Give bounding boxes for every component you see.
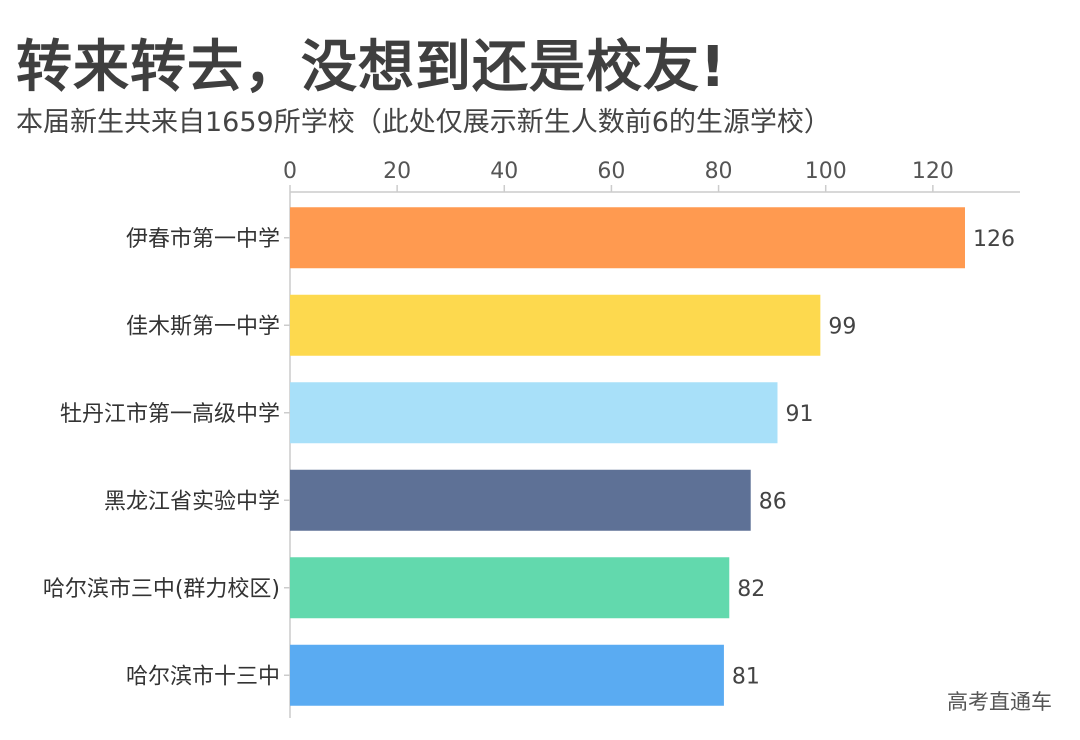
x-tick-label: 60 — [597, 159, 625, 184]
value-label: 82 — [737, 577, 765, 602]
category-label: 牡丹江市第一高级中学 — [60, 402, 280, 427]
bar — [290, 294, 821, 356]
x-tick-label: 20 — [383, 159, 411, 184]
x-tick-label: 80 — [705, 159, 733, 184]
value-label: 81 — [732, 664, 760, 689]
bar — [290, 469, 751, 531]
category-label: 哈尔滨市十三中 — [126, 664, 280, 689]
x-tick-label: 100 — [805, 159, 847, 184]
x-tick-label: 120 — [912, 159, 954, 184]
value-label: 126 — [973, 227, 1015, 252]
category-labels: 伊春市第一中学佳木斯第一中学牡丹江市第一高级中学黑龙江省实验中学哈尔滨市三中(群… — [43, 227, 280, 690]
x-tick-label: 40 — [490, 159, 518, 184]
x-axis: 0 20 40 60 80 100 120 — [283, 159, 1020, 718]
page-title: 转来转去，没想到还是校友! — [16, 35, 727, 100]
value-label: 91 — [785, 402, 813, 427]
value-label: 86 — [759, 489, 787, 514]
bar — [290, 644, 724, 706]
category-label: 黑龙江省实验中学 — [104, 489, 280, 514]
value-label: 99 — [828, 314, 856, 339]
category-label: 哈尔滨市三中(群力校区) — [43, 577, 280, 602]
watermark: 高考直通车 — [947, 690, 1052, 714]
category-label: 伊春市第一中学 — [126, 227, 280, 252]
bar — [290, 382, 778, 444]
x-tick-label: 0 — [283, 159, 297, 184]
bar — [290, 557, 730, 619]
bars — [290, 207, 965, 706]
value-labels: 126 99 91 86 82 81 — [732, 227, 1015, 690]
bar — [290, 207, 965, 269]
page-subtitle: 本届新生共来自1659所学校（此处仅展示新生人数前6的生源学校） — [16, 107, 831, 138]
category-label: 佳木斯第一中学 — [126, 314, 280, 339]
